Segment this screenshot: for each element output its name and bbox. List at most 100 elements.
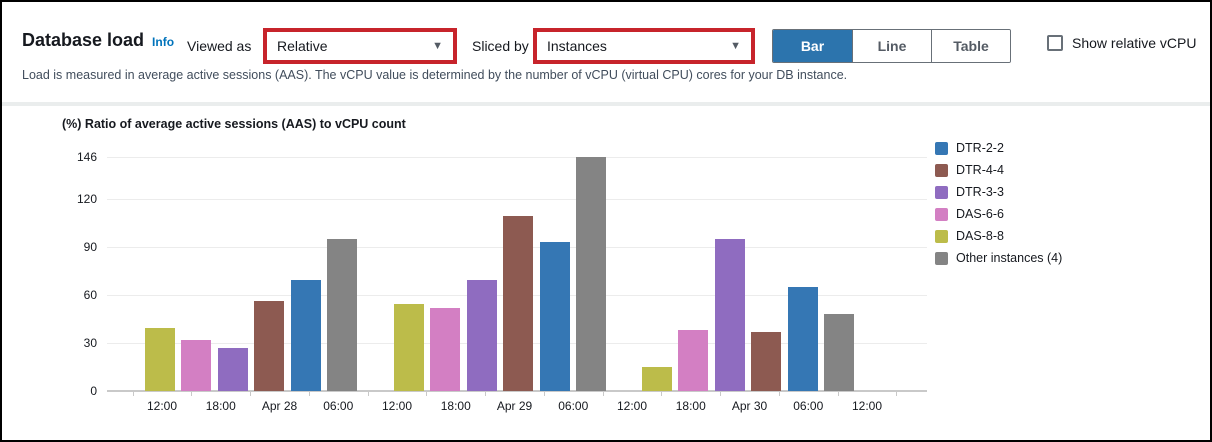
legend-item-DAS-6-6[interactable]: DAS-6-6 xyxy=(935,207,1062,221)
bar-DAS-8-8[interactable] xyxy=(145,328,175,391)
bar-DTR-3-3[interactable] xyxy=(466,280,497,391)
x-axis-tick xyxy=(132,391,134,396)
x-axis-tick xyxy=(308,391,310,396)
chevron-down-icon: ▼ xyxy=(432,40,443,52)
info-link[interactable]: Info xyxy=(152,35,175,49)
legend-swatch-icon xyxy=(935,207,948,221)
sliced-by-dropdown[interactable]: Instances ▼ xyxy=(537,32,751,60)
bar-Other instances (4)[interactable] xyxy=(823,314,854,391)
legend-label: DTR-2-2 xyxy=(956,141,1004,155)
bar-group-0 xyxy=(145,157,357,391)
legend-label: DTR-4-4 xyxy=(956,163,1004,177)
x-axis-label-10: Apr 30 xyxy=(731,399,768,413)
bar-DTR-2-2[interactable] xyxy=(539,242,570,391)
x-axis-tick xyxy=(778,391,780,396)
x-axis-label-9: 18:00 xyxy=(675,399,706,413)
sliced-by-highlight: Instances ▼ xyxy=(533,28,755,64)
viewed-as-value: Relative xyxy=(277,38,328,54)
bar-DAS-6-6[interactable] xyxy=(430,308,461,391)
sliced-by-value: Instances xyxy=(547,38,607,54)
view-toggle: Bar Line Table xyxy=(772,29,1011,63)
x-axis-tick xyxy=(191,391,193,396)
y-axis-label-146: 146 xyxy=(76,150,97,164)
x-axis-tick xyxy=(602,391,604,396)
gridline-y-146 xyxy=(107,157,927,158)
viewed-as-dropdown[interactable]: Relative ▼ xyxy=(267,32,453,60)
bar-Other instances (4)[interactable] xyxy=(326,239,357,391)
x-axis-label-5: 18:00 xyxy=(440,399,471,413)
bar-DAS-8-8[interactable] xyxy=(394,304,424,391)
plot-area: 0 30 60 90 120 146 12:00 18:00 Apr 28 06:00 12:00 1… xyxy=(77,150,927,413)
bar-DTR-2-2[interactable] xyxy=(290,280,321,391)
legend-label: DAS-8-8 xyxy=(956,229,1004,243)
x-axis-label-7: 06:00 xyxy=(558,399,589,413)
legend-item-DAS-8-8[interactable]: DAS-8-8 xyxy=(935,229,1062,243)
x-axis-label-8: 12:00 xyxy=(616,399,648,413)
line-view-button[interactable]: Line xyxy=(852,30,931,62)
legend-swatch-icon xyxy=(935,163,948,177)
x-axis-label-6: Apr 29 xyxy=(496,399,533,413)
bar-DTR-4-4[interactable] xyxy=(751,332,782,391)
x-axis-tick xyxy=(720,391,722,396)
bar-DTR-4-4[interactable] xyxy=(254,301,285,391)
viewed-as-label: Viewed as xyxy=(187,38,252,54)
bar-DTR-4-4[interactable] xyxy=(503,216,534,391)
legend-label: DTR-3-3 xyxy=(956,185,1004,199)
chevron-down-icon: ▼ xyxy=(730,40,741,52)
x-axis-tick xyxy=(426,391,428,396)
bar-Other instances (4)[interactable] xyxy=(575,157,606,391)
legend-item-DTR-2-2[interactable]: DTR-2-2 xyxy=(935,141,1062,155)
chart-title: (%) Ratio of average active sessions (AA… xyxy=(62,117,406,131)
page-title: Database load xyxy=(22,30,145,50)
x-axis-label-12: 12:00 xyxy=(851,399,883,413)
show-relative-vcpu-checkbox[interactable] xyxy=(1047,35,1063,51)
x-axis-tick xyxy=(543,391,545,396)
section-divider xyxy=(2,102,1210,106)
table-view-button[interactable]: Table xyxy=(931,30,1010,62)
bar-DTR-3-3[interactable] xyxy=(217,348,248,391)
y-axis-label-90: 90 xyxy=(83,239,97,254)
x-axis-label-4: 12:00 xyxy=(381,399,413,413)
legend: DTR-2-2 DTR-4-4 DTR-3-3 DAS-6-6 DAS-8-8 Other… xyxy=(935,141,1062,265)
x-axis-tick xyxy=(367,391,369,396)
gridline-y-120 xyxy=(107,198,927,200)
x-axis-label-2: Apr 28 xyxy=(261,399,298,413)
legend-item-DTR-4-4[interactable]: DTR-4-4 xyxy=(935,163,1062,177)
legend-item-DTR-3-3[interactable]: DTR-3-3 xyxy=(935,185,1062,199)
bar-group-2 xyxy=(642,157,854,391)
y-axis-label-0: 0 xyxy=(90,384,97,398)
legend-swatch-icon xyxy=(935,229,948,243)
y-axis-label-120: 120 xyxy=(76,191,97,206)
y-axis-label-30: 30 xyxy=(83,335,97,350)
x-axis-label-1: 18:00 xyxy=(205,399,236,413)
panel-header: Database load Info xyxy=(22,30,174,51)
viewed-as-highlight: Relative ▼ xyxy=(263,28,457,64)
y-axis-label-60: 60 xyxy=(83,287,97,302)
x-axis-tick xyxy=(837,391,839,396)
gridline-y-0 xyxy=(107,390,927,392)
legend-label: DAS-6-6 xyxy=(956,207,1004,221)
x-axis-label-3: 06:00 xyxy=(323,399,354,413)
legend-item-Other instances (4)[interactable]: Other instances (4) xyxy=(935,251,1062,265)
x-axis-tick xyxy=(896,391,898,396)
show-relative-vcpu-label: Show relative vCPU xyxy=(1072,35,1197,51)
bar-DTR-3-3[interactable] xyxy=(714,239,745,391)
bar-DAS-8-8[interactable] xyxy=(642,367,672,391)
x-axis-tick xyxy=(485,391,487,396)
legend-swatch-icon xyxy=(935,185,948,199)
bar-group-1 xyxy=(394,157,606,391)
bar-view-button[interactable]: Bar xyxy=(773,30,852,62)
legend-swatch-icon xyxy=(935,141,948,155)
load-description: Load is measured in average active sessi… xyxy=(22,68,848,82)
x-axis-label-0: 12:00 xyxy=(146,399,178,413)
show-relative-vcpu-control[interactable]: Show relative vCPU xyxy=(1047,35,1197,51)
legend-label: Other instances (4) xyxy=(956,251,1063,265)
bar-DTR-2-2[interactable] xyxy=(787,287,818,391)
x-axis-tick xyxy=(661,391,663,396)
bar-DAS-6-6[interactable] xyxy=(181,340,212,391)
legend-swatch-icon xyxy=(935,251,948,265)
x-axis-tick xyxy=(250,391,252,396)
bar-DAS-6-6[interactable] xyxy=(678,330,709,391)
sliced-by-label: Sliced by xyxy=(472,38,529,54)
